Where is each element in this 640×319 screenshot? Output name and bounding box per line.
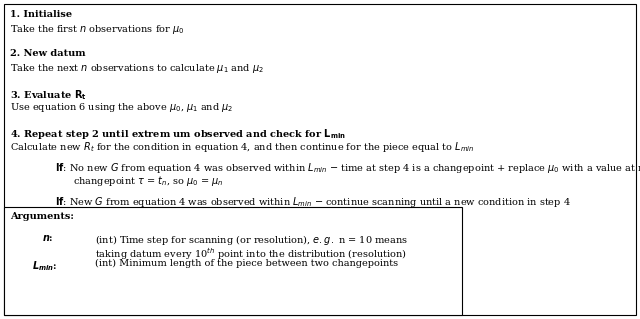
Text: $\bfit{n}$:: $\bfit{n}$: [42,233,54,243]
Text: 4. Repeat step 2 until extrem um observed and check for $\bf{L_{min}}$: 4. Repeat step 2 until extrem um observe… [10,127,346,141]
Text: Calculate new $R_t$ for the condition in equation 4, and then continue for the p: Calculate new $R_t$ for the condition in… [10,140,475,154]
Text: 1. Initialise: 1. Initialise [10,10,72,19]
Text: taking datum every 10$^{th}$ point into the distribution (resolution): taking datum every 10$^{th}$ point into … [95,246,407,262]
Text: $\bf{If}$: No new $\it{G}$ from equation 4 was observed within $L_{min}$ $-$ tim: $\bf{If}$: No new $\it{G}$ from equation… [55,161,640,175]
Text: Arguments:: Arguments: [10,212,74,221]
Text: $\bf{If}$: New $\it{G}$ from equation 4 was observed within $L_{min}$ $-$ contin: $\bf{If}$: New $\it{G}$ from equation 4 … [55,195,571,209]
Text: Use equation 6 using the above $\mu_0$, $\mu_1$ and $\mu_2$: Use equation 6 using the above $\mu_0$, … [10,101,234,114]
Text: Take the next $\it{n}$ observations to calculate $\mu_1$ and $\mu_2$: Take the next $\it{n}$ observations to c… [10,62,264,75]
Text: 3. Evaluate $\bf{R_t}$: 3. Evaluate $\bf{R_t}$ [10,88,87,102]
Bar [4,207,462,315]
Text: (int) Time step for scanning (or resolution), $\it{e.g.}$ n = 10 means: (int) Time step for scanning (or resolut… [95,233,408,247]
Text: changepoint $\tau$ = $t_n$, so $\mu_0$ = $\mu_n$: changepoint $\tau$ = $t_n$, so $\mu_0$ =… [73,174,223,188]
Text: 2. New datum: 2. New datum [10,49,86,58]
Text: $\bfit{L_{min}}$:: $\bfit{L_{min}}$: [32,259,58,273]
Text: Take the first $\it{n}$ observations for $\mu_0$: Take the first $\it{n}$ observations for… [10,23,184,36]
Text: (int) Minimum length of the piece between two changepoints: (int) Minimum length of the piece betwee… [95,259,398,268]
